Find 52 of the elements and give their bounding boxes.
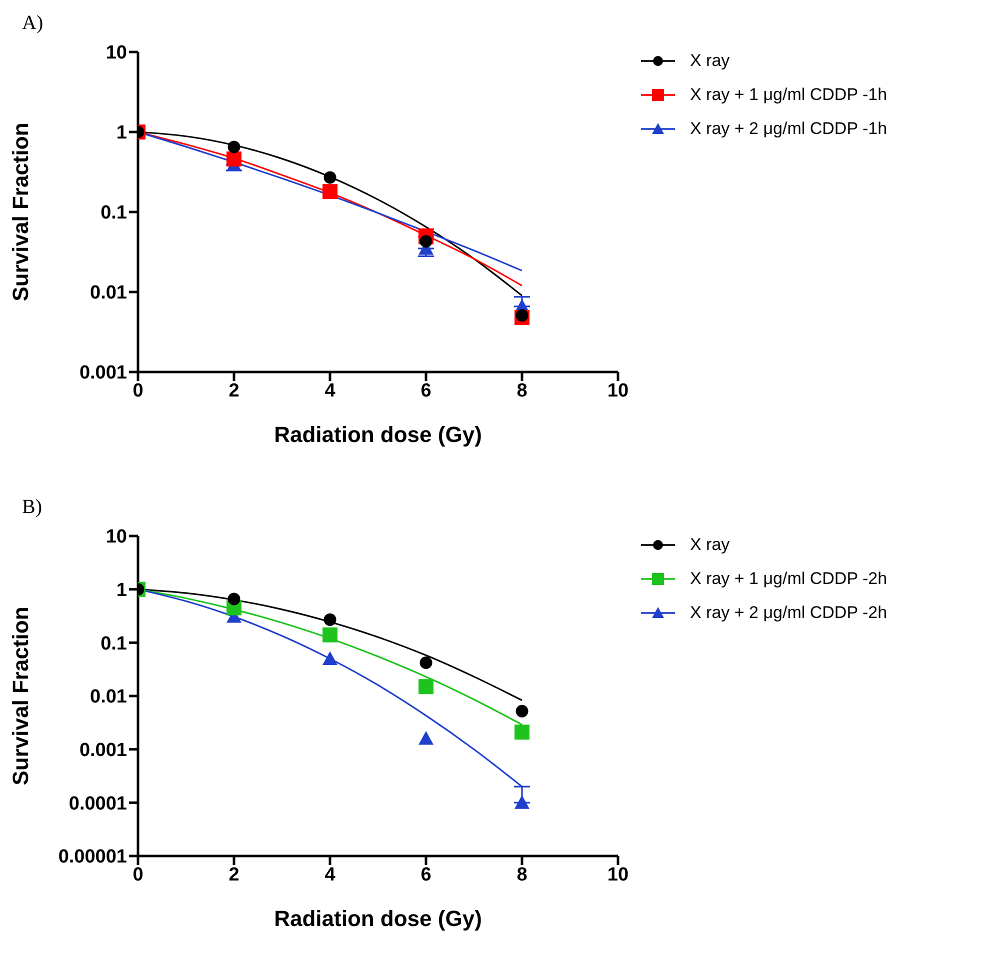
point — [226, 151, 242, 166]
x-tick-label: 2 — [228, 864, 240, 886]
y-axis-title: Survival Fraction — [8, 606, 33, 786]
point — [322, 184, 338, 200]
x-tick-label: 10 — [607, 864, 629, 886]
y-tick-label: 0.001 — [79, 740, 128, 762]
y-tick-label: 0.001 — [79, 362, 128, 384]
legend-label: X ray + 1 μg/ml CDDP -1h — [690, 85, 888, 105]
point — [324, 171, 336, 184]
point — [516, 704, 528, 718]
y-tick-label: 0.00001 — [58, 846, 128, 868]
x-tick-label: 4 — [324, 864, 336, 886]
x-tick-label: 2 — [228, 380, 240, 402]
legend-label: X ray + 1 μg/ml CDDP -2h — [690, 569, 888, 589]
x-axis-title: Radiation dose (Gy) — [274, 906, 482, 931]
point — [516, 309, 528, 322]
point — [228, 592, 240, 606]
y-tick-label: 0.0001 — [68, 793, 128, 814]
legend-label: X ray + 2 μg/ml CDDP -1h — [690, 119, 888, 139]
point — [418, 730, 434, 745]
x-tick-label: 8 — [516, 380, 528, 402]
point — [420, 656, 432, 670]
y-tick-label: 0.1 — [100, 202, 128, 224]
x-tick-label: 0 — [132, 380, 144, 402]
point — [228, 140, 240, 154]
chart-title: B) — [22, 496, 42, 519]
x-tick-label: 10 — [607, 380, 629, 402]
legend-label: X ray — [690, 51, 730, 71]
point — [420, 235, 432, 248]
x-tick-label: 6 — [420, 380, 432, 402]
point — [324, 613, 336, 626]
point — [322, 651, 338, 665]
point — [514, 724, 530, 740]
y-tick-label: 10 — [106, 526, 127, 548]
x-tick-label: 0 — [132, 864, 144, 886]
y-tick-label: 0.01 — [90, 686, 128, 708]
y-tick-label: 0.1 — [100, 633, 128, 654]
point — [514, 795, 530, 809]
x-tick-label: 4 — [324, 380, 336, 402]
chart-title: A) — [22, 12, 44, 35]
y-tick-label: 0.01 — [90, 282, 128, 304]
y-tick-label: 10 — [106, 42, 127, 64]
x-tick-label: 8 — [516, 864, 528, 886]
legend-label: X ray — [690, 535, 730, 555]
y-tick-label: 1 — [116, 122, 128, 144]
y-tick-label: 1 — [116, 580, 128, 602]
y-axis-title: Survival Fraction — [8, 122, 33, 302]
point — [322, 627, 338, 642]
x-axis-title: Radiation dose (Gy) — [274, 422, 482, 447]
legend-label: X ray + 2 μg/ml CDDP -2h — [690, 603, 888, 623]
point — [418, 679, 434, 694]
x-tick-label: 6 — [420, 864, 432, 886]
